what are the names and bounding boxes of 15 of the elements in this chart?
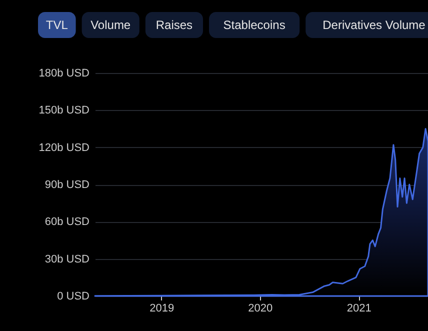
y-tick-label: 60b USD	[44, 216, 90, 228]
y-tick-label: 30b USD	[44, 253, 90, 266]
text: TVL	[46, 18, 68, 32]
x-tick-label: 2021	[346, 302, 372, 314]
y-tick-label: 150b USD	[38, 104, 90, 117]
text: Derivatives Volume	[322, 18, 426, 32]
y-tick-label: 120b USD	[38, 142, 90, 154]
x-tick-label: 2020	[248, 302, 273, 314]
y-tick-label: 0 USD	[57, 290, 90, 302]
y-tick-label: 90b USD	[44, 179, 90, 191]
text: Raises	[156, 18, 193, 32]
x-tick-label: 2019	[150, 302, 174, 314]
text: Volume	[90, 18, 131, 32]
text: Stablecoins	[223, 18, 286, 32]
y-tick-label: 180b USD	[38, 68, 90, 80]
